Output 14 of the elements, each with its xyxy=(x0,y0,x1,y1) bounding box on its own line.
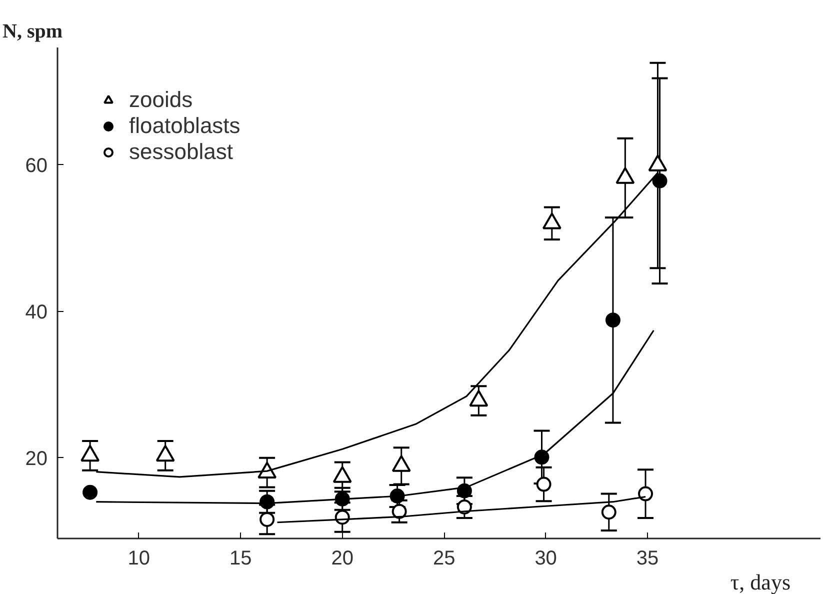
x-axis-title: τ, days xyxy=(730,570,791,594)
y-tick-label: 20 xyxy=(25,448,48,470)
x-tick-label: 15 xyxy=(229,548,252,570)
y-tick-label: 40 xyxy=(25,301,48,324)
legend-label: sessoblast xyxy=(129,139,233,165)
x-tick-label: 20 xyxy=(331,548,354,570)
y-tick-label: 60 xyxy=(25,154,48,177)
y-axis-title: N, spm xyxy=(2,20,63,42)
legend-label: floatoblasts xyxy=(129,113,240,139)
x-tick-label: 10 xyxy=(128,548,150,570)
x-tick-label: 25 xyxy=(432,548,456,570)
x-tick-label: 35 xyxy=(636,548,659,570)
legend-label: zooids xyxy=(129,87,193,113)
x-tick-label: 30 xyxy=(534,548,557,570)
